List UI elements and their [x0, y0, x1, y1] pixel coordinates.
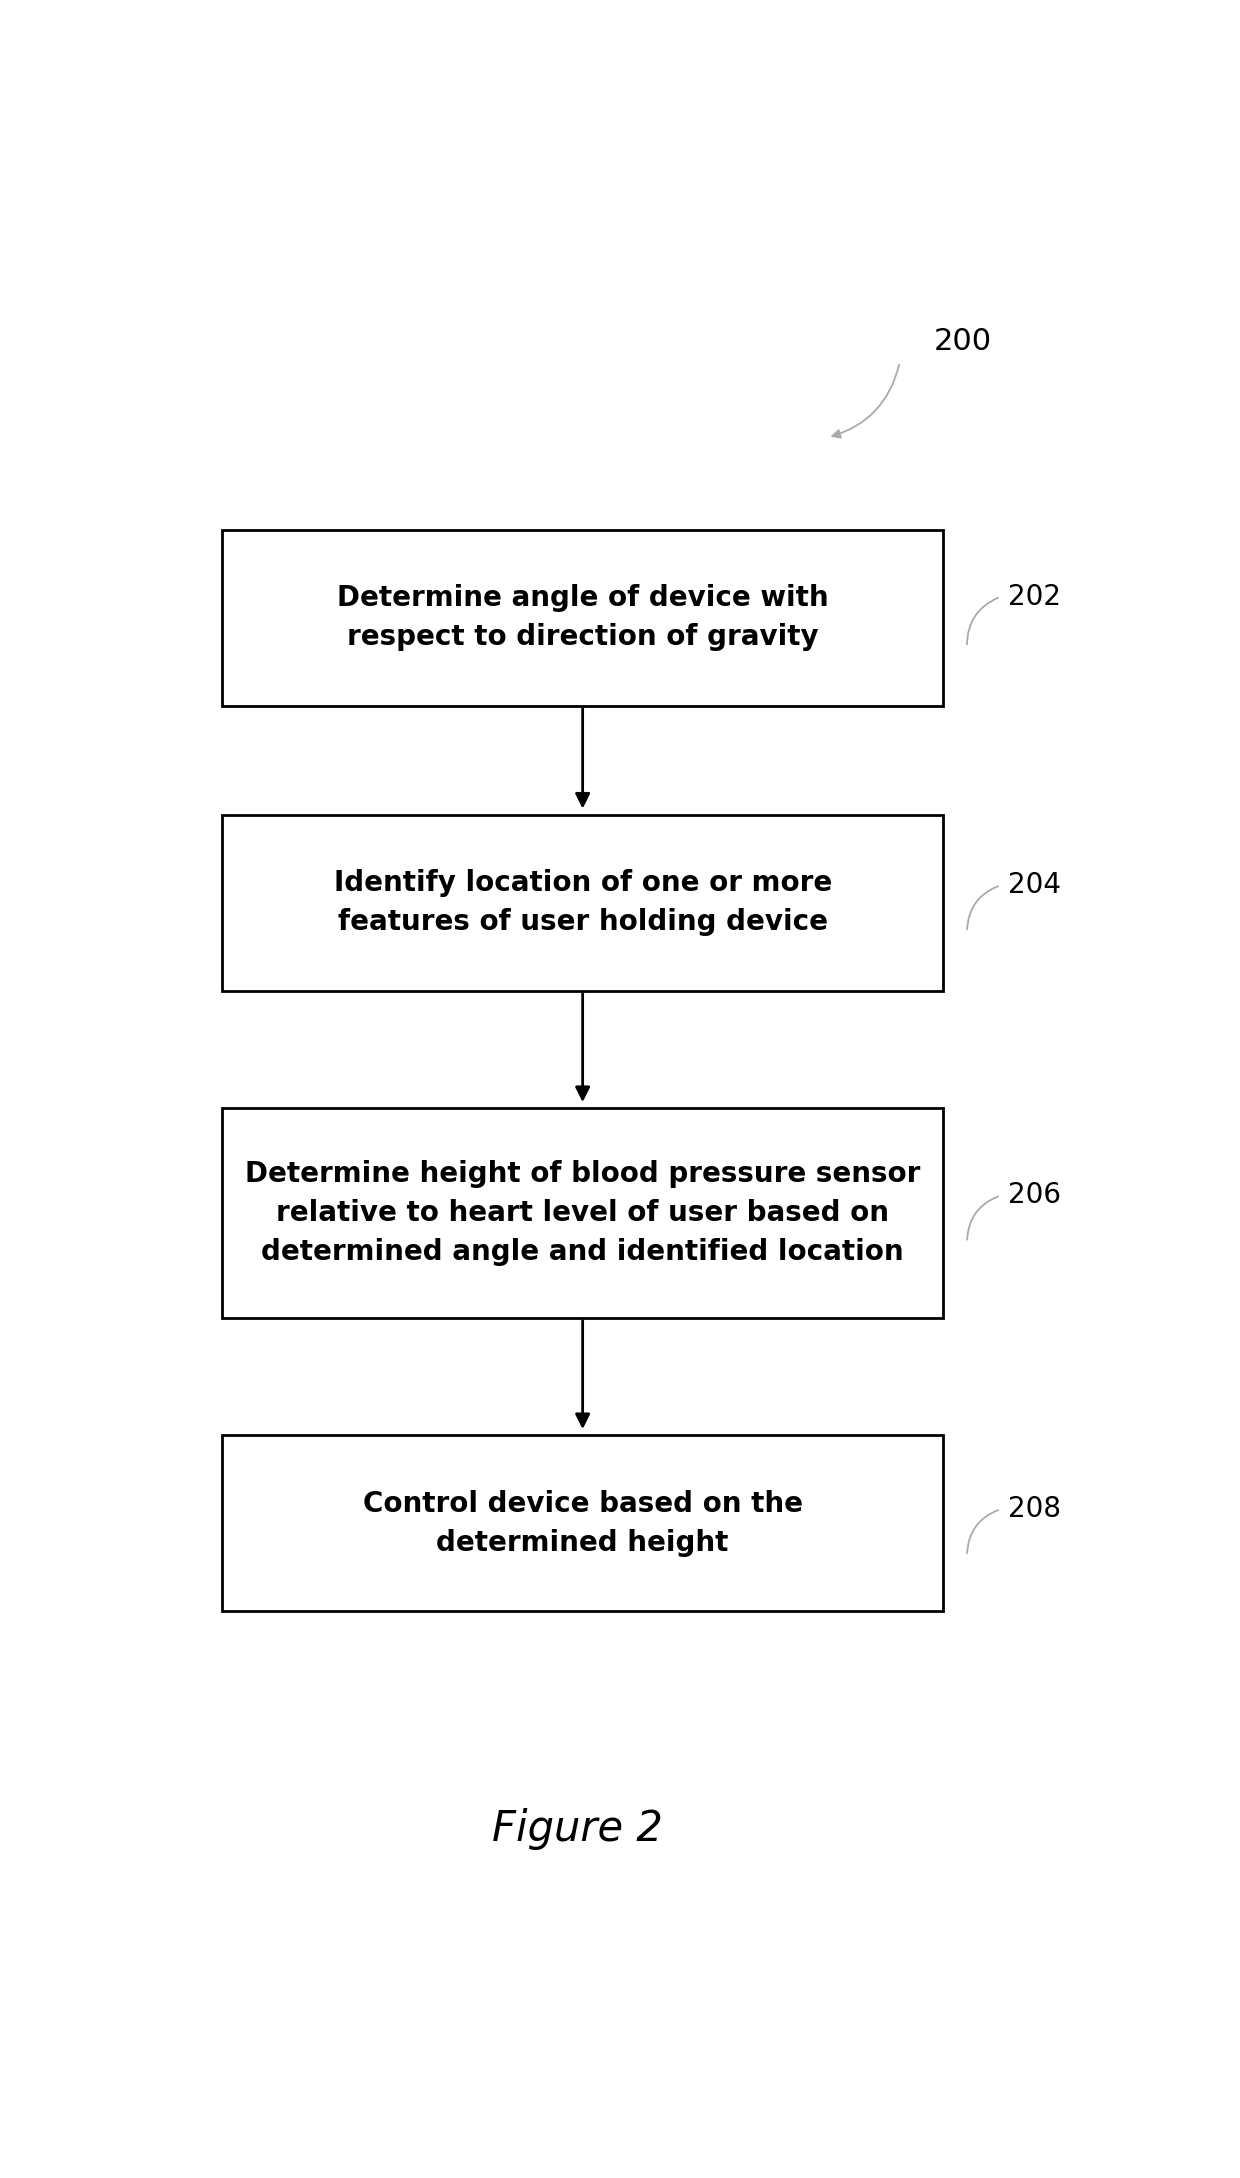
Text: 206: 206 [1008, 1180, 1061, 1209]
FancyBboxPatch shape [222, 529, 944, 706]
Text: Identify location of one or more
features of user holding device: Identify location of one or more feature… [334, 869, 832, 937]
FancyBboxPatch shape [222, 1435, 944, 1612]
Text: 208: 208 [1008, 1494, 1061, 1522]
Text: Determine angle of device with
respect to direction of gravity: Determine angle of device with respect t… [337, 584, 828, 651]
FancyBboxPatch shape [222, 1109, 944, 1318]
Text: 204: 204 [1008, 871, 1061, 900]
Text: Figure 2: Figure 2 [492, 1808, 663, 1851]
Text: Determine height of blood pressure sensor
relative to heart level of user based : Determine height of blood pressure senso… [246, 1161, 920, 1265]
Text: Control device based on the
determined height: Control device based on the determined h… [362, 1490, 802, 1557]
Text: 202: 202 [1008, 584, 1061, 610]
Text: 200: 200 [934, 327, 992, 357]
FancyBboxPatch shape [222, 815, 944, 991]
